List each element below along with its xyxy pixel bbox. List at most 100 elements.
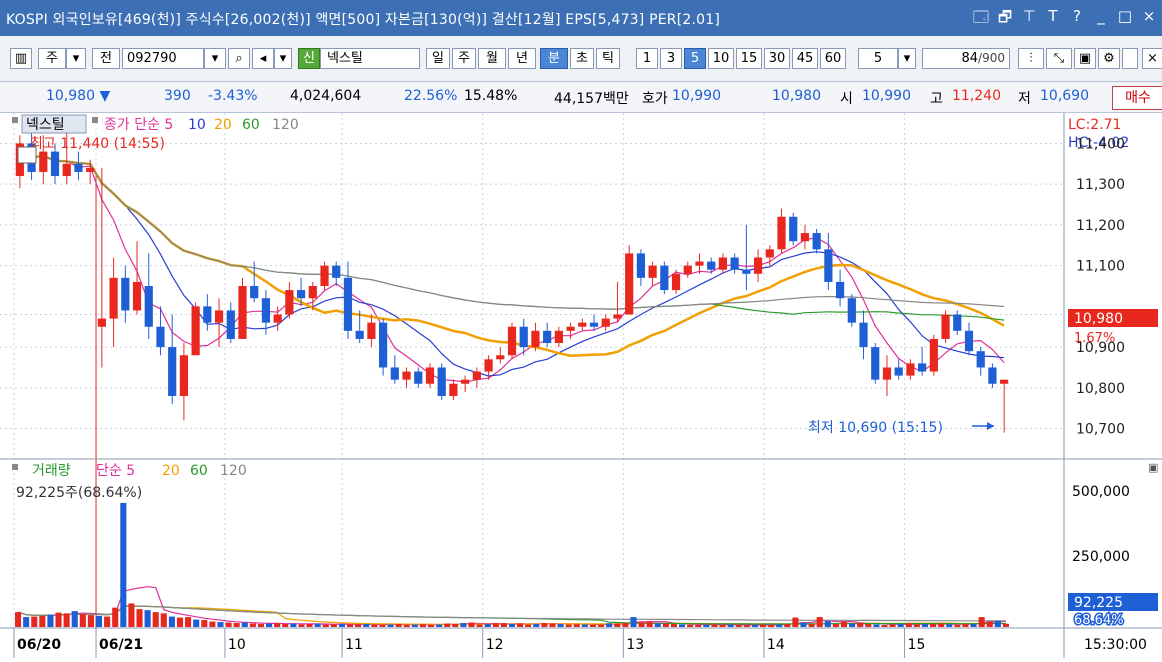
time-axis-label: 06/21 <box>99 637 143 653</box>
vol-ma60-label: 60 <box>190 463 208 479</box>
candle-body <box>261 298 271 323</box>
interval-5-button[interactable]: 5 <box>684 48 706 69</box>
save-icon[interactable]: ▣ <box>1074 48 1096 69</box>
volume-bar <box>565 624 572 627</box>
volume-bar <box>525 624 532 627</box>
minimize-icon[interactable]: _ <box>1097 7 1105 25</box>
volume-bar <box>849 623 856 627</box>
ask-price: 10,990 <box>672 88 721 104</box>
candle-body <box>671 273 681 291</box>
data-count-total: /900 <box>978 51 1005 65</box>
time-axis: 06/20 06/21 10 11 12 13 14 15 <box>13 628 926 658</box>
volume-bar <box>800 622 807 627</box>
interval-30-button[interactable]: 30 <box>764 48 790 69</box>
close-panel-icon[interactable]: × <box>1142 48 1162 69</box>
volume-bar <box>832 624 839 627</box>
volume-bar <box>889 624 896 627</box>
market-select[interactable]: 주 <box>38 48 66 69</box>
volume-bar <box>695 625 702 627</box>
maximize-icon[interactable]: □ <box>1117 7 1133 25</box>
price-volume-chart[interactable]: 넥스틸 종가 단순 5 10 20 60 120 최고 11,440 (14:5… <box>0 113 1162 658</box>
candle-body <box>343 277 353 331</box>
data-count-value: 84 <box>961 51 979 66</box>
volume-bar <box>954 624 961 627</box>
price-tick-label: 11,200 <box>1076 218 1125 234</box>
font-icon[interactable]: T <box>1048 7 1058 25</box>
volume-bar <box>670 624 677 627</box>
volume-bar <box>71 611 78 627</box>
pin-icon[interactable]: ⊤ <box>1022 7 1036 25</box>
layout-icon[interactable]: ▥ <box>10 48 32 69</box>
interval-15-button[interactable]: 15 <box>736 48 762 69</box>
candle-body <box>601 318 610 327</box>
candle-body <box>882 367 892 380</box>
interval-3-button[interactable]: 3 <box>660 48 682 69</box>
candle-body <box>226 310 235 339</box>
current-volume-rate: 68.64% <box>1074 613 1124 628</box>
candle-body <box>953 314 962 331</box>
period-tick-button[interactable]: 틱 <box>596 48 620 69</box>
candle-body <box>777 216 786 250</box>
period-minute-button[interactable]: 분 <box>540 48 568 69</box>
current-price-tag-box <box>1068 309 1158 327</box>
volume-bar <box>112 607 119 627</box>
draw-tool-icon[interactable]: ⤡ <box>1046 48 1072 69</box>
speaker-icon[interactable]: ◂ <box>252 48 274 69</box>
search-icon[interactable]: ⌕ <box>228 48 250 69</box>
interval-60-button[interactable]: 60 <box>820 48 846 69</box>
interval-1-button[interactable]: 1 <box>636 48 658 69</box>
chart-area[interactable]: 넥스틸 종가 단순 5 10 20 60 120 최고 11,440 (14:5… <box>0 113 1162 658</box>
volume-bar <box>970 624 977 627</box>
candle-body <box>976 351 985 368</box>
volume-bar <box>266 623 273 627</box>
hoga-label: 호가 <box>642 91 668 107</box>
period-day-button[interactable]: 일 <box>426 48 450 69</box>
stock-code-input[interactable]: 092790 <box>122 48 204 69</box>
gear-icon[interactable]: ⚙ <box>1098 48 1120 69</box>
interval-45-button[interactable]: 45 <box>792 48 818 69</box>
interval-value-input[interactable]: 5 <box>858 48 898 69</box>
period-second-button[interactable]: 초 <box>570 48 594 69</box>
period-week-button[interactable]: 주 <box>452 48 476 69</box>
volume-bar <box>857 623 864 627</box>
buy-button[interactable]: 매수 <box>1112 86 1162 110</box>
close-icon[interactable]: × <box>1142 7 1156 25</box>
period-month-button[interactable]: 월 <box>478 48 506 69</box>
vol-ma20-label: 20 <box>162 463 180 479</box>
checkbox[interactable] <box>1122 48 1138 69</box>
volume-bar <box>873 624 880 627</box>
data-count-field[interactable]: 84/900 <box>922 48 1010 69</box>
candle-body <box>847 298 856 323</box>
candle-body <box>414 371 423 384</box>
chart-toolbar: ▥ 주 ▾ 전 092790 ▾ ⌕ ◂ ▾ 신 넥스틸 일 주 월 년 분 초… <box>0 36 1162 82</box>
volume-bar <box>379 624 386 627</box>
period-year-button[interactable]: 년 <box>508 48 536 69</box>
volume-bar <box>824 621 831 627</box>
interval-dropdown-icon[interactable]: ▾ <box>898 48 916 69</box>
volume-bar <box>225 622 232 627</box>
price-axis-ticks: 11,400 11,300 11,200 11,100 10,980 10,900 10,8… <box>1076 136 1125 437</box>
chevron-down-icon[interactable]: ▾ <box>66 48 86 69</box>
volume-bar <box>500 623 507 627</box>
help-icon[interactable]: ? <box>1073 7 1081 25</box>
volume-bar <box>581 624 588 627</box>
current-price: 10,980 ▼ <box>46 88 111 104</box>
candle-body <box>86 167 95 172</box>
price-tick-label: 11,300 <box>1076 177 1125 193</box>
restore-icon[interactable]: 🗗 <box>997 8 1013 26</box>
volume-bar <box>735 625 742 627</box>
time-axis-label: 15 <box>908 637 926 653</box>
stock-name-field[interactable]: 넥스틸 <box>320 48 420 69</box>
speaker-dropdown-icon[interactable]: ▾ <box>274 48 292 69</box>
candle-style-icon[interactable]: ⫶ <box>1018 48 1044 69</box>
volume-bar <box>962 624 969 627</box>
candle-body <box>835 281 845 299</box>
window-icon[interactable]: 🗔 <box>972 8 990 26</box>
candle-body <box>554 330 563 344</box>
volume-bar <box>606 623 613 627</box>
interval-10-button[interactable]: 10 <box>708 48 734 69</box>
volume-bar <box>751 625 758 627</box>
search-all-button[interactable]: 전 <box>92 48 120 69</box>
volume-bar <box>938 623 945 627</box>
code-dropdown-icon[interactable]: ▾ <box>204 48 226 69</box>
